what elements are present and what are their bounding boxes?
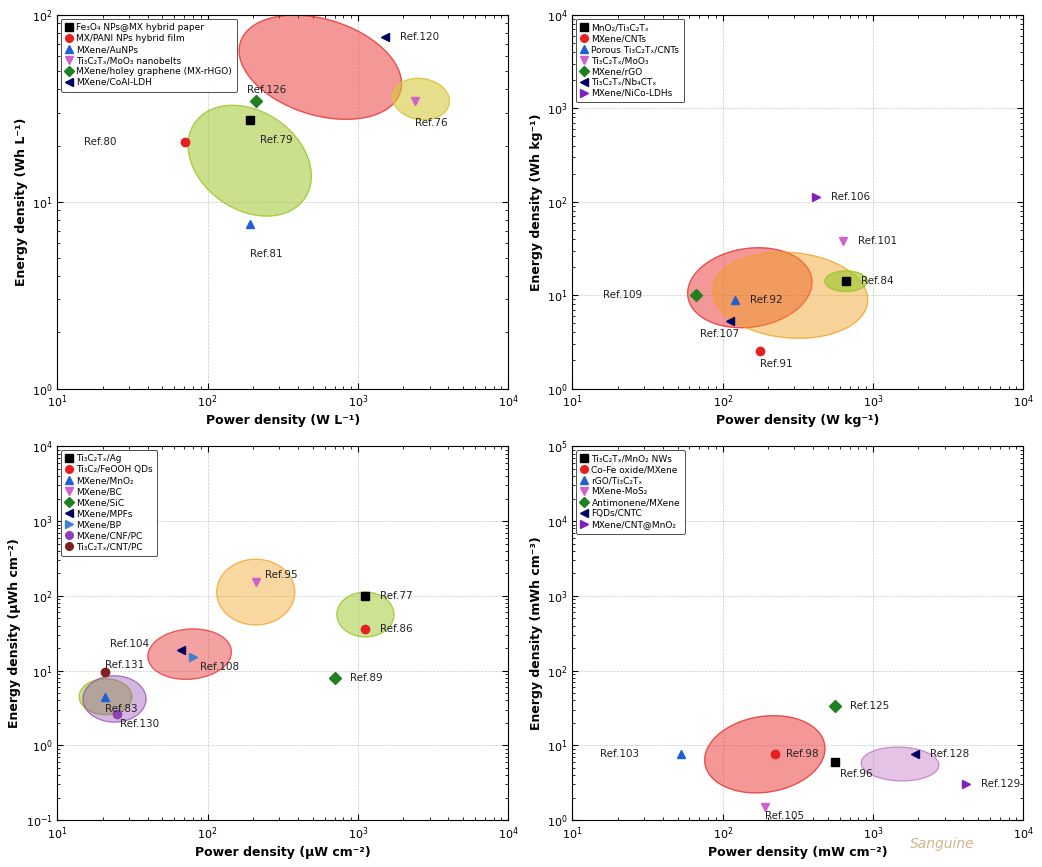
Text: Ref.104: Ref.104 [110, 639, 149, 649]
Polygon shape [825, 271, 867, 291]
Text: Ref.79: Ref.79 [260, 135, 293, 145]
Text: Ref.81: Ref.81 [250, 249, 282, 259]
Legend: Ti₃C₂Tₓ/Ag, Ti₃C₂/FeOOH QDs, MXene/MnO₂, MXene/BC, MXene/SiC, MXene/MPFs, MXene/: Ti₃C₂Tₓ/Ag, Ti₃C₂/FeOOH QDs, MXene/MnO₂,… [61, 450, 157, 556]
Legend: Ti₃C₂Tₓ/MnO₂ NWs, Co-Fe oxide/MXene, rGO/Ti₃C₂Tₓ, MXene-MoS₂, Antimonene/MXene, : Ti₃C₂Tₓ/MnO₂ NWs, Co-Fe oxide/MXene, rGO… [576, 450, 685, 534]
Y-axis label: Energy density (Wh kg⁻¹): Energy density (Wh kg⁻¹) [529, 113, 543, 290]
Text: Sanguine: Sanguine [910, 838, 974, 851]
Text: Ref.107: Ref.107 [700, 329, 740, 340]
Y-axis label: Energy density (mWh cm⁻³): Energy density (mWh cm⁻³) [529, 537, 543, 730]
Polygon shape [83, 675, 146, 722]
Text: Ref.101: Ref.101 [858, 236, 897, 246]
Text: Ref.92: Ref.92 [750, 295, 783, 305]
Y-axis label: Energy density (μWh cm⁻²): Energy density (μWh cm⁻²) [8, 538, 21, 728]
Text: Ref.91: Ref.91 [761, 359, 793, 369]
Y-axis label: Energy density (Wh L⁻¹): Energy density (Wh L⁻¹) [15, 118, 28, 286]
Text: Ref.80: Ref.80 [84, 137, 117, 147]
Legend: MnO₂/Ti₃C₂Tₓ, MXene/CNTs, Porous Ti₃C₂Tₓ/CNTs, Ti₃C₂Tₓ/MoO₃, MXene/rGO, Ti₃C₂Tₓ/: MnO₂/Ti₃C₂Tₓ, MXene/CNTs, Porous Ti₃C₂Tₓ… [576, 18, 684, 102]
Text: Ref.84: Ref.84 [861, 277, 894, 286]
Text: (d): (d) [584, 460, 616, 478]
Polygon shape [188, 105, 312, 216]
Polygon shape [337, 592, 394, 637]
Text: Ref.76: Ref.76 [415, 118, 448, 128]
Text: Ref.89: Ref.89 [350, 673, 383, 683]
Text: Ref.128: Ref.128 [931, 749, 969, 759]
Polygon shape [79, 679, 131, 714]
Text: Ref.131: Ref.131 [105, 660, 145, 669]
Text: Ref.106: Ref.106 [830, 192, 870, 202]
Text: (b): (b) [584, 28, 616, 46]
Text: Ref.95: Ref.95 [265, 570, 297, 580]
Polygon shape [239, 15, 401, 120]
X-axis label: Power density (W L⁻¹): Power density (W L⁻¹) [205, 414, 359, 427]
Text: Ref.105: Ref.105 [765, 812, 804, 821]
Polygon shape [861, 747, 939, 781]
Polygon shape [393, 78, 449, 120]
Text: Ref.98: Ref.98 [786, 749, 818, 759]
Text: Ref.103: Ref.103 [599, 749, 639, 759]
Text: Ref.129: Ref.129 [982, 779, 1020, 789]
Text: Ref.96: Ref.96 [840, 769, 872, 779]
X-axis label: Power density (mW cm⁻²): Power density (mW cm⁻²) [709, 845, 888, 858]
Text: Ref.130: Ref.130 [121, 720, 159, 729]
X-axis label: Power density (W kg⁻¹): Power density (W kg⁻¹) [716, 414, 879, 427]
Polygon shape [704, 715, 825, 793]
Text: (c): (c) [69, 460, 99, 478]
Text: Ref.86: Ref.86 [380, 624, 413, 635]
Polygon shape [148, 629, 231, 680]
Polygon shape [217, 559, 295, 625]
Text: Ref.108: Ref.108 [200, 662, 240, 672]
X-axis label: Power density (μW cm⁻²): Power density (μW cm⁻²) [195, 845, 371, 858]
Text: Ref.109: Ref.109 [602, 290, 642, 300]
Polygon shape [713, 252, 868, 338]
Text: (a): (a) [69, 28, 100, 46]
Text: Ref.83: Ref.83 [105, 704, 139, 714]
Legend: Fe₃O₄ NPs@MX hybrid paper, MX/PANI NPs hybrid film, MXene/AuNPs, Ti₃C₂Tₓ/MoO₃ na: Fe₃O₄ NPs@MX hybrid paper, MX/PANI NPs h… [61, 18, 237, 92]
Text: Ref.77: Ref.77 [380, 590, 413, 601]
Polygon shape [688, 248, 812, 328]
Text: Ref.125: Ref.125 [850, 701, 890, 712]
Text: Ref.126: Ref.126 [247, 85, 286, 95]
Text: Ref.120: Ref.120 [400, 32, 439, 42]
